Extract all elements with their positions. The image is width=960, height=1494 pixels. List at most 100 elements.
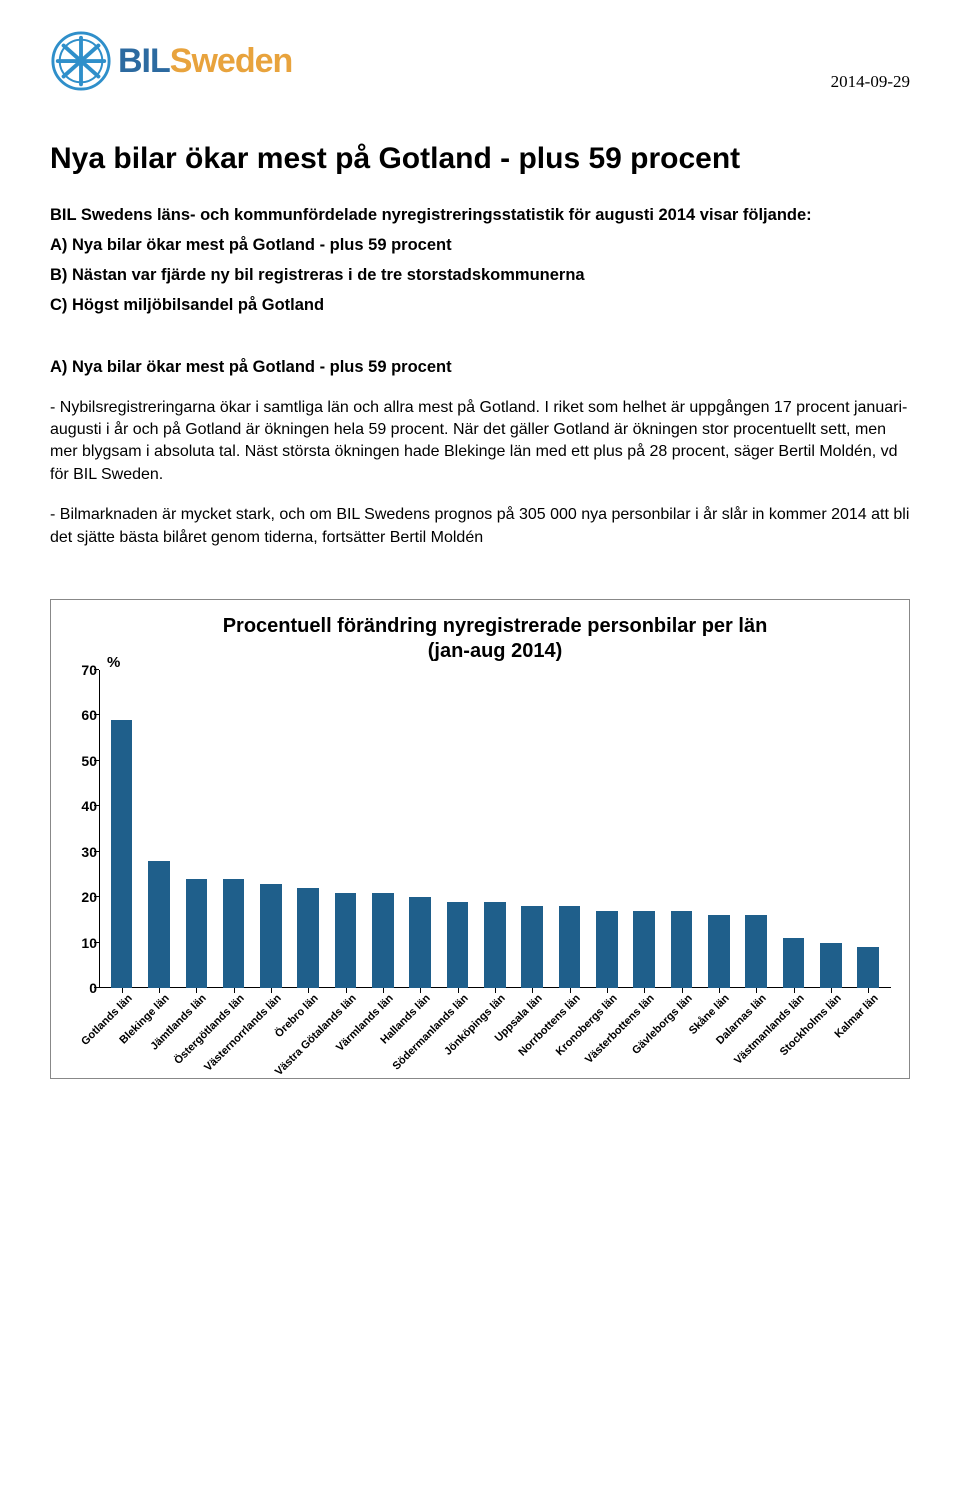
bar-slot: Norrbottens län: [551, 670, 588, 988]
x-tick-mark: [458, 988, 459, 993]
y-tick-label: 40: [69, 798, 97, 814]
x-tick-mark: [719, 988, 720, 993]
chart-container: Procentuell förändring nyregistrerade pe…: [50, 599, 910, 1079]
y-tick-label: 30: [69, 844, 97, 860]
y-tick-mark: [94, 805, 99, 806]
x-tick-mark: [756, 988, 757, 993]
bar: [111, 720, 133, 988]
chart-pct-symbol: %: [107, 654, 120, 671]
y-tick-label: 10: [69, 935, 97, 951]
bar-slot: Kronobergs län: [588, 670, 625, 988]
page: BILSweden 2014-09-29 Nya bilar ökar mest…: [0, 0, 960, 1119]
chart-title-line1: Procentuell förändring nyregistrerade pe…: [223, 615, 768, 637]
bar: [260, 884, 282, 988]
x-tick-mark: [196, 988, 197, 993]
bar-slot: Västra Götalands län: [327, 670, 364, 988]
bar: [409, 897, 431, 988]
bar-slot: Uppsala län: [514, 670, 551, 988]
bar: [335, 893, 357, 988]
x-tick-label: Östergötlands län: [172, 992, 247, 1067]
x-tick-mark: [159, 988, 160, 993]
chart-plot-area: 010203040506070 Gotlands länBlekinge län…: [99, 670, 891, 988]
bar-slot: Västerbottens län: [626, 670, 663, 988]
chart-title: Procentuell förändring nyregistrerade pe…: [99, 614, 891, 664]
y-tick-mark: [94, 942, 99, 943]
logo-text: BILSweden: [118, 42, 292, 81]
logo-sweden: Sweden: [170, 42, 292, 80]
y-tick-label: 60: [69, 707, 97, 723]
bar: [148, 861, 170, 988]
x-tick-mark: [383, 988, 384, 993]
bar: [297, 888, 319, 988]
chart-title-line2: (jan-aug 2014): [428, 640, 562, 662]
y-tick-label: 50: [69, 753, 97, 769]
x-tick-mark: [495, 988, 496, 993]
x-tick-mark: [570, 988, 571, 993]
y-tick-mark: [94, 760, 99, 761]
x-tick-label: Västmanlands län: [732, 992, 807, 1067]
intro-block: BIL Swedens läns- och kommunfördelade ny…: [50, 204, 910, 318]
bar: [521, 906, 543, 988]
intro-lead: BIL Swedens läns- och kommunfördelade ny…: [50, 204, 910, 228]
bar-slot: Gotlands län: [103, 670, 140, 988]
bar-slot: Jönköpings län: [476, 670, 513, 988]
bar-slot: Dalarnas län: [738, 670, 775, 988]
intro-item-c: C) Högst miljöbilsandel på Gotland: [50, 294, 910, 318]
intro-item-b: B) Nästan var fjärde ny bil registreras …: [50, 264, 910, 288]
y-tick-mark: [94, 851, 99, 852]
bar: [596, 911, 618, 988]
x-tick-mark: [532, 988, 533, 993]
bar: [559, 906, 581, 988]
bar-slot: Värmlands län: [364, 670, 401, 988]
y-tick-mark: [94, 987, 99, 988]
x-tick-mark: [271, 988, 272, 993]
bar-slot: Södermanlands län: [439, 670, 476, 988]
y-axis: 010203040506070: [69, 670, 97, 988]
bar-slot: Skåne län: [700, 670, 737, 988]
bar-slot: Jämtlands län: [178, 670, 215, 988]
bar-slot: Västernorrlands län: [252, 670, 289, 988]
bar: [372, 893, 394, 988]
bar: [484, 902, 506, 988]
bar: [708, 915, 730, 988]
bar: [671, 911, 693, 988]
logo-wheel-icon: [50, 30, 112, 92]
bar-slot: Örebro län: [290, 670, 327, 988]
x-tick-mark: [308, 988, 309, 993]
bar-slot: Hallands län: [402, 670, 439, 988]
x-tick-mark: [420, 988, 421, 993]
x-tick-label: Västerbottens län: [583, 992, 657, 1066]
y-tick-mark: [94, 714, 99, 715]
bar: [186, 879, 208, 988]
bar-slot: Östergötlands län: [215, 670, 252, 988]
bar: [633, 911, 655, 988]
x-tick-mark: [868, 988, 869, 993]
intro-item-a: A) Nya bilar ökar mest på Gotland - plus…: [50, 234, 910, 258]
bar: [783, 938, 805, 988]
bar: [223, 879, 245, 988]
logo-bil: BIL: [118, 42, 170, 80]
x-tick-mark: [794, 988, 795, 993]
x-tick-mark: [682, 988, 683, 993]
y-tick-label: 20: [69, 889, 97, 905]
bar-slot: Kalmar län: [850, 670, 887, 988]
bar-slot: Blekinge län: [140, 670, 177, 988]
bar-slot: Västmanlands län: [775, 670, 812, 988]
y-tick-label: 0: [69, 980, 97, 996]
x-tick-mark: [831, 988, 832, 993]
x-tick-mark: [234, 988, 235, 993]
bar: [745, 915, 767, 988]
x-tick-mark: [644, 988, 645, 993]
x-tick-mark: [346, 988, 347, 993]
bar: [447, 902, 469, 988]
bar-slot: Stockholms län: [812, 670, 849, 988]
paragraph-2: - Bilmarknaden är mycket stark, och om B…: [50, 504, 910, 549]
paragraph-1: - Nybilsregistreringarna ökar i samtliga…: [50, 397, 910, 487]
y-tick-label: 70: [69, 662, 97, 678]
page-title: Nya bilar ökar mest på Gotland - plus 59…: [50, 142, 910, 176]
bar-slot: Gävleborgs län: [663, 670, 700, 988]
y-tick-mark: [94, 896, 99, 897]
x-tick-mark: [607, 988, 608, 993]
bar: [857, 947, 879, 988]
chart-bars: Gotlands länBlekinge länJämtlands länÖst…: [99, 670, 891, 988]
